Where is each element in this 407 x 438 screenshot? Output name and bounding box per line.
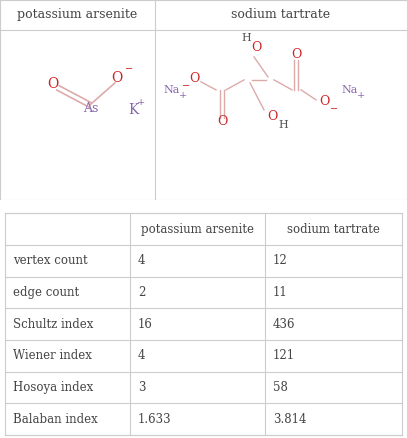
Text: Schultz index: Schultz index — [13, 318, 93, 331]
Text: Na: Na — [342, 85, 358, 95]
Text: 11: 11 — [273, 286, 288, 299]
Text: Hosoya index: Hosoya index — [13, 381, 93, 394]
Text: −: − — [330, 106, 338, 114]
Text: O: O — [319, 95, 329, 108]
Text: O: O — [112, 71, 123, 85]
Text: O: O — [267, 110, 277, 124]
Text: 3.814: 3.814 — [273, 413, 306, 426]
Text: 121: 121 — [273, 350, 295, 362]
Text: H: H — [278, 120, 288, 130]
Text: O: O — [291, 49, 301, 61]
Text: +: + — [137, 99, 145, 107]
Text: 2: 2 — [138, 286, 145, 299]
Text: K: K — [128, 103, 138, 117]
Text: As: As — [83, 102, 98, 115]
Text: 12: 12 — [273, 254, 288, 267]
Text: 4: 4 — [138, 350, 145, 362]
Text: vertex count: vertex count — [13, 254, 88, 267]
Text: 436: 436 — [273, 318, 295, 331]
Text: Na: Na — [164, 85, 180, 95]
Text: O: O — [47, 77, 59, 91]
Text: sodium tartrate: sodium tartrate — [232, 8, 330, 21]
Text: potassium arsenite: potassium arsenite — [18, 8, 138, 21]
Text: sodium tartrate: sodium tartrate — [287, 223, 380, 236]
Text: 16: 16 — [138, 318, 153, 331]
Text: Wiener index: Wiener index — [13, 350, 92, 362]
Text: −: − — [182, 82, 190, 92]
Text: −: − — [125, 65, 133, 74]
Text: H: H — [241, 33, 251, 43]
Text: 3: 3 — [138, 381, 145, 394]
Text: 1.633: 1.633 — [138, 413, 172, 426]
Text: +: + — [357, 92, 365, 100]
Text: +: + — [179, 92, 187, 100]
Text: 58: 58 — [273, 381, 288, 394]
Text: O: O — [217, 115, 227, 128]
Text: 4: 4 — [138, 254, 145, 267]
Text: O: O — [251, 42, 261, 54]
Text: edge count: edge count — [13, 286, 79, 299]
Text: O: O — [189, 72, 199, 85]
Text: potassium arsenite: potassium arsenite — [141, 223, 254, 236]
Text: Balaban index: Balaban index — [13, 413, 98, 426]
